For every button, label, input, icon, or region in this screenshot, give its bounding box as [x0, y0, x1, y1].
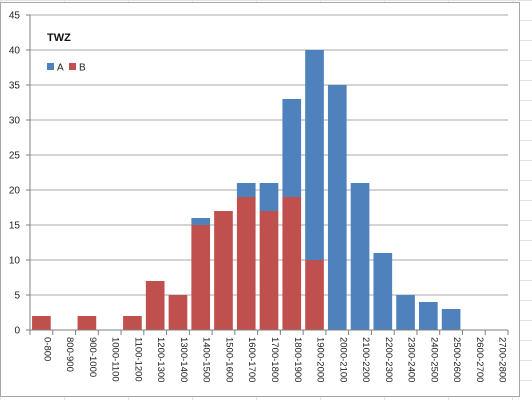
x-tick-label: 1400-1500: [201, 337, 212, 382]
x-tick-label: 2600-2700: [474, 337, 485, 382]
bar-b-1800-1900: [282, 197, 302, 330]
bar-b-1100-1200: [123, 316, 142, 330]
axes: [26, 14, 509, 335]
y-tick-label: 40: [9, 46, 21, 57]
x-tick-label: 1300-1400: [178, 337, 189, 382]
bar-a-1800-1900: [282, 99, 302, 197]
y-tick-label: 35: [9, 81, 21, 92]
x-tick-label: 800-900: [64, 337, 75, 372]
bar-a-2500-2600: [441, 309, 461, 330]
y-tick-label: 45: [9, 11, 21, 22]
bar-b-1700-1800: [259, 211, 279, 330]
bar-a-2300-2400: [396, 295, 415, 330]
y-tick-label: 0: [14, 326, 20, 337]
x-tick-label: 900-1000: [87, 337, 98, 377]
x-tick-label: 1600-1700: [246, 337, 257, 382]
bar-b-1900-2000: [305, 260, 324, 330]
bar-a-2400-2500: [419, 302, 438, 330]
bar-a-2200-2300: [373, 253, 393, 330]
x-tick-label: 2400-2500: [428, 337, 439, 382]
bar-a-2000-2100: [327, 85, 347, 330]
y-tick-label: 10: [9, 256, 21, 267]
bar-a-1700-1800: [259, 183, 279, 211]
tick-labels: 0 5 10 15 20 25 30 35 40 45 0-800 800-900 900-1000 10…: [9, 11, 508, 383]
y-tick-label: 20: [9, 186, 21, 197]
x-tick-label: 0-800: [41, 337, 52, 361]
x-tick-label: 2200-2300: [383, 337, 394, 382]
y-tick-label: 5: [14, 291, 20, 302]
chart-title: TWZ: [47, 32, 71, 44]
x-tick-label: 1000-1100: [110, 337, 121, 382]
bar-b-1200-1300: [145, 281, 165, 330]
x-tick-label: 1500-1600: [223, 337, 234, 382]
bar-b-1600-1700: [236, 197, 256, 330]
bar-a-1400-1500: [191, 218, 211, 225]
bar-b-1500-1600: [214, 211, 233, 330]
legend-label-b: B: [79, 63, 86, 74]
x-tick-label: 1900-2000: [315, 337, 326, 382]
bar-b-1400-1500: [191, 225, 211, 330]
bar-a-1900-2000: [305, 50, 324, 260]
legend-swatch-b: [69, 63, 76, 70]
x-tick-label: 1200-1300: [155, 337, 166, 382]
legend-swatch-a: [47, 63, 54, 70]
y-tick-label: 25: [9, 151, 21, 162]
x-tick-label: 1800-1900: [292, 337, 303, 382]
x-tick-label: 2300-2400: [406, 337, 417, 382]
bar-b-900-1000: [77, 316, 97, 330]
x-tick-label: 2700-2800: [497, 337, 508, 382]
x-tick-label: 2500-2600: [451, 337, 462, 382]
y-tick-label: 15: [9, 221, 21, 232]
x-tick-label: 2100-2200: [360, 337, 371, 382]
y-tick-label: 30: [9, 116, 21, 127]
legend-label-a: A: [57, 63, 64, 74]
bar-b-1300-1400: [168, 295, 188, 330]
x-tick-label: 2000-2100: [337, 337, 348, 382]
x-tick-label: 1100-1200: [132, 337, 143, 382]
bars: [32, 50, 461, 330]
x-tick-label: 1700-1800: [269, 337, 280, 382]
bar-a-1600-1700: [236, 183, 256, 197]
bar-b-0-800: [32, 316, 51, 330]
bar-a-2100-2200: [350, 183, 370, 330]
